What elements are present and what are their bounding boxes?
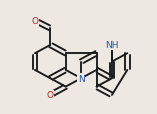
Text: NH: NH — [105, 41, 119, 50]
Text: O: O — [47, 91, 54, 100]
Text: N: N — [78, 74, 84, 83]
Text: O: O — [31, 17, 38, 26]
